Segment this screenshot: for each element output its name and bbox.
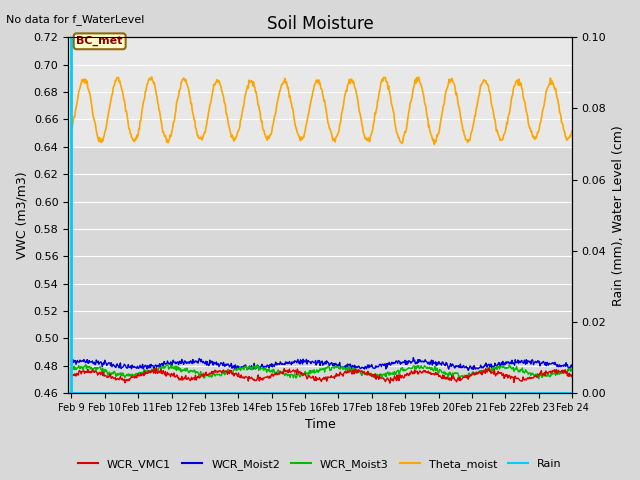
Title: Soil Moisture: Soil Moisture: [267, 15, 373, 33]
Legend: WCR_VMC1, WCR_Moist2, WCR_Moist3, Theta_moist, Rain: WCR_VMC1, WCR_Moist2, WCR_Moist3, Theta_…: [74, 455, 566, 474]
X-axis label: Time: Time: [305, 419, 335, 432]
Y-axis label: Rain (mm), Water Level (cm): Rain (mm), Water Level (cm): [612, 125, 625, 306]
Text: BC_met: BC_met: [77, 36, 123, 47]
Text: No data for f_WaterLevel: No data for f_WaterLevel: [6, 14, 145, 25]
Y-axis label: VWC (m3/m3): VWC (m3/m3): [15, 171, 28, 259]
Bar: [68, 37, 572, 147]
